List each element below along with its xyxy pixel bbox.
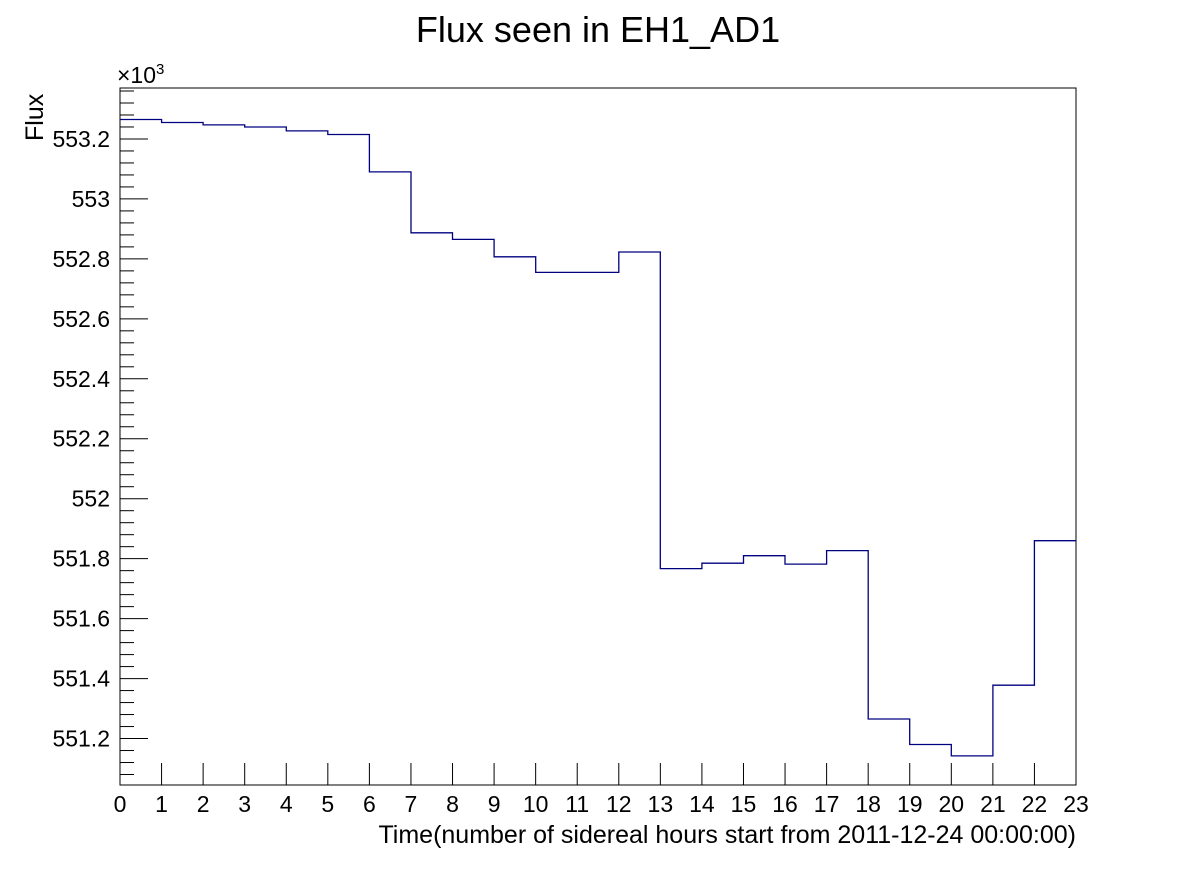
x-tick-label: 5 <box>321 791 334 817</box>
x-tick-label: 20 <box>939 791 965 817</box>
x-tick-label: 7 <box>405 791 418 817</box>
x-tick-label: 16 <box>772 791 798 817</box>
y-axis-multiplier-base: ×10 <box>117 62 156 88</box>
x-tick-label: 1 <box>155 791 168 817</box>
x-tick-label: 2 <box>197 791 210 817</box>
y-tick-label: 552.4 <box>52 366 110 392</box>
y-tick-label: 551.8 <box>52 546 110 572</box>
x-axis-title: Time(number of sidereal hours start from… <box>378 821 1076 849</box>
y-tick-label: 553 <box>72 186 110 212</box>
y-tick-label: 552.2 <box>52 426 110 452</box>
plot-frame <box>119 87 1077 786</box>
y-tick-label: 552.8 <box>52 246 110 272</box>
x-tick-label: 3 <box>238 791 251 817</box>
x-tick-label: 10 <box>523 791 549 817</box>
y-axis-multiplier-power: 3 <box>156 61 164 78</box>
x-tick-label: 4 <box>280 791 293 817</box>
x-tick-label: 18 <box>855 791 881 817</box>
y-axis-ticks: 551.2 551.4 551.6 551.8 552 552.2 552.4 552.6 55… <box>52 90 148 776</box>
x-tick-label: 6 <box>363 791 376 817</box>
x-tick-label: 11 <box>565 791 589 817</box>
y-tick-label: 552 <box>72 486 110 512</box>
y-axis-title: Flux <box>21 93 49 141</box>
y-tick-label: 551.2 <box>52 726 110 752</box>
x-tick-label: 13 <box>648 791 674 817</box>
y-tick-label: 552.6 <box>52 306 110 332</box>
x-tick-label: 12 <box>606 791 632 817</box>
x-tick-label: 14 <box>689 791 715 817</box>
chart-title: Flux seen in EH1_AD1 <box>416 9 780 50</box>
x-tick-label: 23 <box>1063 791 1089 817</box>
y-axis-multiplier: ×103 <box>117 61 164 88</box>
x-tick-label: 9 <box>488 791 501 817</box>
y-tick-label: 551.6 <box>52 606 110 632</box>
x-tick-label: 22 <box>1022 791 1048 817</box>
x-tick-label: 0 <box>114 791 127 817</box>
x-axis-ticks: 0 1 2 3 4 5 6 7 8 9 10 11 12 13 14 15 16 17 18 19 20 21 22 23 <box>114 763 1089 817</box>
y-tick-label: 553.2 <box>52 126 110 152</box>
y-tick-label: 551.4 <box>52 666 110 692</box>
x-tick-label: 19 <box>897 791 923 817</box>
x-tick-label: 8 <box>446 791 459 817</box>
x-tick-label: 21 <box>980 791 1006 817</box>
x-tick-label: 15 <box>731 791 757 817</box>
x-tick-label: 17 <box>814 791 840 817</box>
flux-series-line <box>120 118 1076 757</box>
